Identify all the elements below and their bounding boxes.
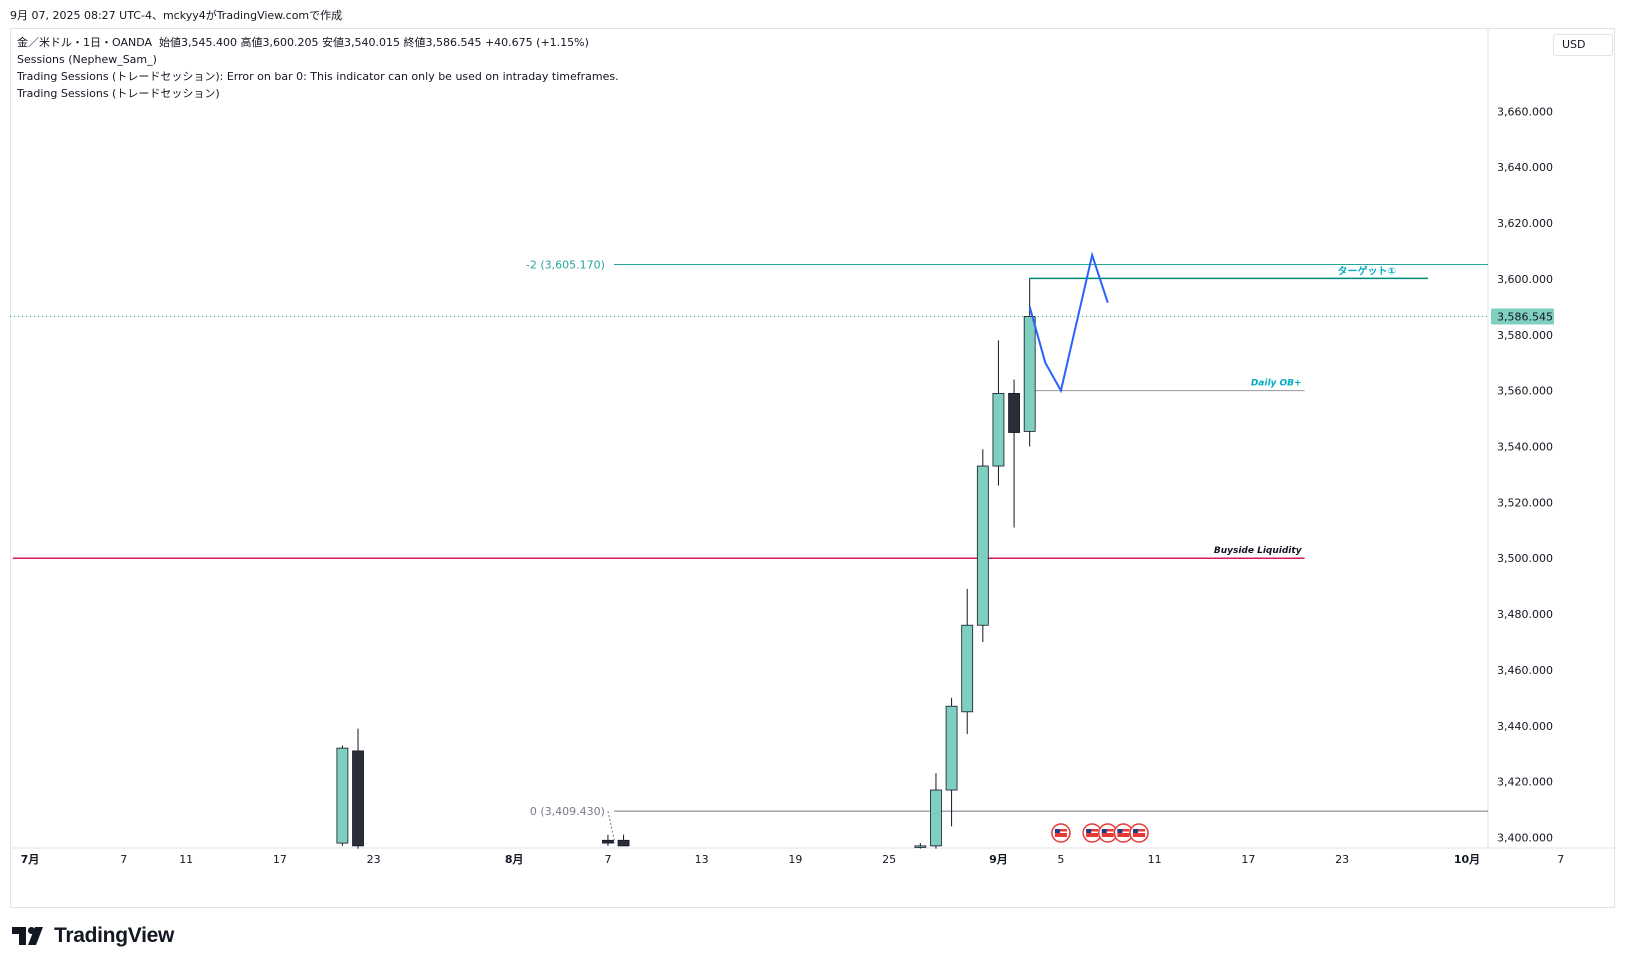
candle-body [914,845,927,848]
x-tick-label: 17 [273,853,287,866]
candles [336,278,1036,849]
y-tick-label: 3,500.000 [1497,552,1553,565]
currency-selector[interactable]: USD [1553,34,1613,56]
economic-events [1051,823,1149,843]
flag-stripe [1054,831,1067,833]
candle [352,728,364,849]
candle-body [1023,316,1036,432]
drawing-lines: -2 (3,605.170) 0 (3,409.430) ターゲット① Daily O… [10,258,1488,844]
time-axis: 7月71117238月71319259月511172310月713172311月… [21,853,1565,866]
y-tick-label: 3,660.000 [1497,105,1553,118]
axis-separators [10,28,1616,849]
x-tick-label: 7月 [21,853,40,866]
indicator-sessions[interactable]: Sessions (Nephew_Sam_) [17,53,157,66]
candle [930,773,942,849]
x-tick-label: 10月 [1454,853,1480,866]
y-tick-label: 3,520.000 [1497,496,1553,509]
price-axis: 3,400.000 3,420.000 3,440.000 3,460.000 3,48… [1491,105,1554,845]
buyside-liquidity-label: Buyside Liquidity [1214,546,1303,556]
current-price-tag [1491,308,1554,325]
x-tick-label: 7 [604,853,611,866]
candle [945,697,958,827]
symbol-line: 金／米ドル・1日・OANDA 始値3,545.400 高値3,600.205 安… [17,34,619,51]
candle-body [602,839,614,844]
chart-created-caption: 9月 07, 2025 08:27 UTC-4、mckyy4がTradingVi… [10,9,343,22]
x-tick-label: 7 [120,853,127,866]
flag-stripe [1133,831,1146,833]
y-tick-label: 3,440.000 [1497,720,1553,733]
x-tick-label: 23 [367,853,381,866]
candle [602,834,614,846]
x-tick-label: 13 [695,853,709,866]
candle-body [992,393,1005,467]
candle-body [930,789,942,847]
candle-body [352,750,364,847]
tradingview-logo-icon [12,927,43,945]
projection-path [1028,251,1109,394]
x-tick-label: 19 [788,853,802,866]
y-tick-label: 3,480.000 [1497,608,1553,621]
candle [992,340,1005,486]
fib-2-label: -2 (3,605.170) [526,258,605,271]
y-tick-label: 3,560.000 [1497,385,1553,398]
candle-body [976,465,989,626]
x-tick-label: 8月 [505,853,524,866]
y-tick-label: 3,540.000 [1497,440,1553,453]
flag-canton [1117,829,1123,833]
flag-stripe [1086,831,1099,833]
indicator-trading-sessions[interactable]: Trading Sessions (トレードセッション) [17,87,220,100]
candle-body [617,839,630,847]
candle-body [945,705,958,791]
y-tick-label: 3,420.000 [1497,776,1553,789]
us-flag-icon [1051,823,1071,843]
x-tick-label: 5 [1057,853,1064,866]
x-tick-label: 11 [1148,853,1162,866]
candle [336,745,349,846]
candle [961,588,974,735]
flag-canton [1054,829,1060,833]
projection-polyline [1028,251,1109,394]
x-tick-label: 11 [179,853,193,866]
x-tick-label: 23 [1335,853,1349,866]
candle-body [1008,393,1020,433]
candle [914,843,927,849]
daily-ob-label: Daily OB+ [1251,379,1302,389]
us-flag-icon [1129,823,1149,843]
ohlc-values: 始値3,545.400 高値3,600.205 安値3,540.015 終値3,… [159,36,589,49]
flag-stripe [1117,831,1130,833]
chart-legend: 金／米ドル・1日・OANDA 始値3,545.400 高値3,600.205 安… [17,34,619,102]
y-tick-label: 3,460.000 [1497,664,1553,677]
candle [976,449,989,642]
candle [1008,379,1020,528]
y-tick-label: 3,640.000 [1497,161,1553,174]
fib-connector [607,811,616,844]
x-tick-label: 7 [1557,853,1564,866]
candle [1023,278,1036,447]
flag-canton [1101,829,1107,833]
flag-stripe [1101,831,1114,833]
flag-canton [1133,829,1139,833]
candle [617,834,630,847]
candle-body [961,624,974,713]
x-tick-label: 9月 [989,853,1008,866]
tradingview-logo-text: TradingView [54,924,175,947]
x-tick-label: 25 [882,853,896,866]
target-label: ターゲット① [1338,264,1396,277]
current-price-label: 3,586.545 [1497,310,1553,323]
y-tick-label: 3,620.000 [1497,217,1553,230]
fib-0-label: 0 (3,409.430) [530,805,605,818]
y-tick-label: 3,580.000 [1497,329,1553,342]
candle-body [336,747,349,844]
flag-canton [1086,829,1092,833]
chart-frame [10,28,1615,908]
us-flag-icon [1113,823,1134,843]
symbol-name[interactable]: 金／米ドル・1日・OANDA [17,36,153,49]
y-tick-label: 3,600.000 [1497,273,1553,286]
y-tick-label: 3,400.000 [1497,832,1553,845]
x-tick-label: 17 [1241,853,1255,866]
tradingview-logo[interactable]: TradingView [12,924,174,948]
indicator-trading-sessions-error[interactable]: Trading Sessions (トレードセッション): Error on b… [17,70,619,83]
